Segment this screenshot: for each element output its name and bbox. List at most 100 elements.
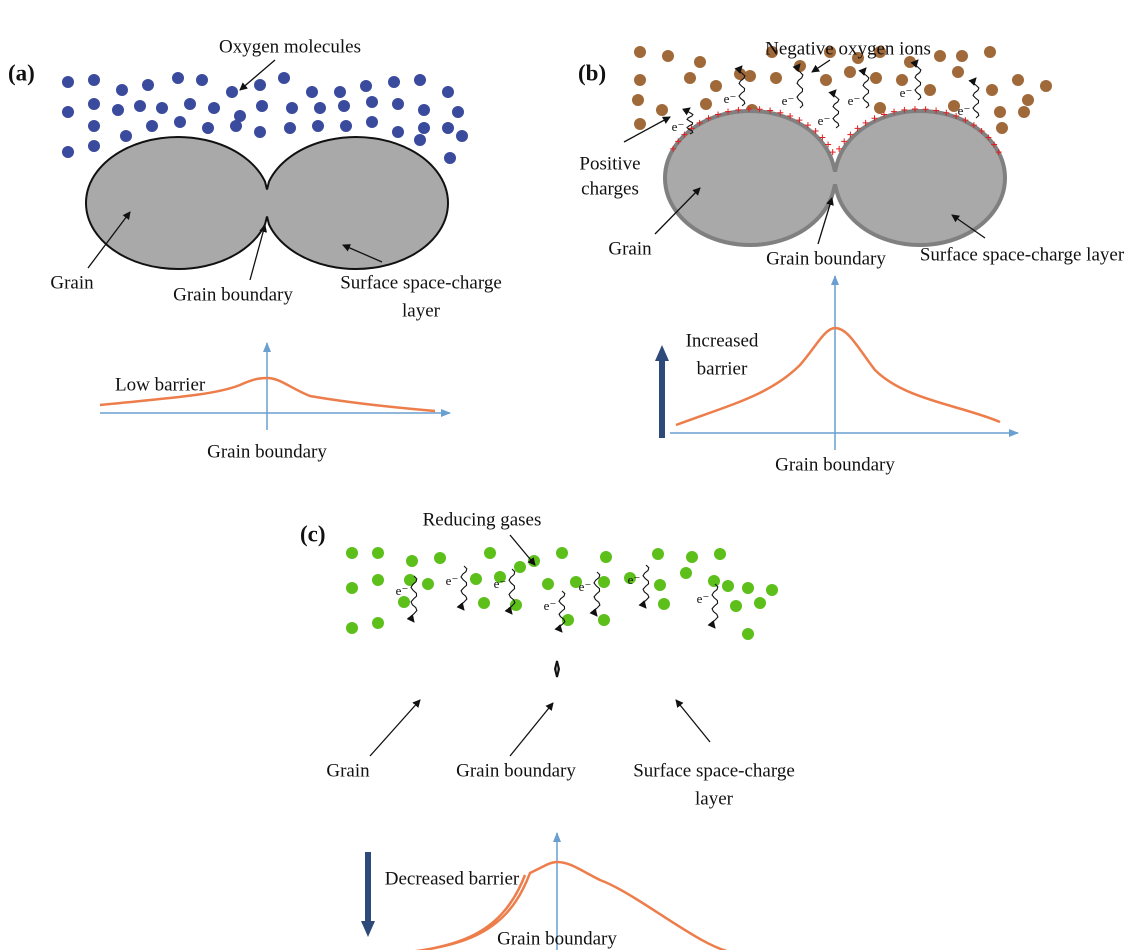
grain-label: Grain	[326, 760, 370, 781]
electron-label: e⁻	[782, 93, 795, 108]
barrier-label: Decreased barrier	[385, 868, 520, 889]
gas-molecule	[984, 46, 996, 58]
gas-molecule	[700, 98, 712, 110]
gas-molecule	[184, 98, 196, 110]
gas-molecule	[744, 70, 756, 82]
barrier-change-head	[655, 345, 669, 361]
gas-molecule	[600, 551, 612, 563]
electron-path	[863, 68, 869, 108]
gas-molecule	[116, 84, 128, 96]
gas-molecule	[870, 72, 882, 84]
gas-molecule	[722, 580, 734, 592]
gas-molecule	[794, 60, 806, 72]
axis-label: Grain boundary	[497, 928, 617, 949]
gas-molecule	[62, 106, 74, 118]
gas-molecule	[88, 140, 100, 152]
gas-molecule	[986, 84, 998, 96]
boundary-label: Grain boundary	[766, 248, 886, 269]
panel-label: (a)	[8, 60, 35, 85]
gas-molecule	[418, 104, 430, 116]
gas-molecule	[694, 56, 706, 68]
gas-molecule	[392, 126, 404, 138]
gas-molecule	[172, 72, 184, 84]
gas-molecule	[388, 76, 400, 88]
electron-label: e⁻	[628, 572, 641, 587]
pointer-arrow	[624, 117, 670, 142]
gas-molecule	[470, 573, 482, 585]
barrier-change-head	[361, 921, 375, 937]
electron-label: e⁻	[697, 591, 710, 606]
electron-label: e⁻	[579, 579, 592, 594]
gas-molecule	[134, 100, 146, 112]
gas-molecule	[406, 555, 418, 567]
gas-molecule	[156, 102, 168, 114]
gas-molecule	[598, 576, 610, 588]
gas-molecule	[142, 79, 154, 91]
gas-molecule	[392, 98, 404, 110]
gas-molecule	[434, 552, 446, 564]
gas-molecule	[742, 628, 754, 640]
layer-label: Surface space-charge	[633, 760, 795, 781]
charge-label: Positive	[579, 153, 640, 174]
gas-molecule	[844, 66, 856, 78]
pointer-arrow	[676, 700, 710, 742]
gas-molecule	[714, 548, 726, 560]
gas-molecule	[952, 66, 964, 78]
gas-molecule	[202, 122, 214, 134]
panel-label: (c)	[300, 521, 326, 546]
gas-molecule	[1040, 80, 1052, 92]
gas-molecule	[766, 584, 778, 596]
gas-molecule	[478, 597, 490, 609]
gas-molecule	[680, 567, 692, 579]
gas-molecule	[634, 46, 646, 58]
gas-molecule	[1022, 94, 1034, 106]
gas-molecule	[528, 555, 540, 567]
gas-molecule	[442, 122, 454, 134]
gas-molecule	[634, 74, 646, 86]
gas-molecule	[686, 551, 698, 563]
gas-molecule	[120, 130, 132, 142]
layer-label: layer	[695, 788, 734, 809]
axis-label: Grain boundary	[775, 454, 895, 475]
gas-label: Reducing gases	[423, 509, 542, 530]
gas-molecule	[346, 547, 358, 559]
gas-molecule	[442, 86, 454, 98]
gas-molecule	[174, 116, 186, 128]
gas-molecule	[306, 86, 318, 98]
gas-molecule	[1012, 74, 1024, 86]
gas-molecule	[484, 547, 496, 559]
pointer-arrow	[510, 535, 535, 565]
gas-molecule	[334, 86, 346, 98]
gas-molecule	[372, 547, 384, 559]
gas-molecule	[284, 122, 296, 134]
gas-molecule	[418, 122, 430, 134]
gas-molecule	[366, 96, 378, 108]
grain	[665, 111, 1005, 245]
gas-molecule	[312, 120, 324, 132]
gas-molecule	[346, 582, 358, 594]
electron-path	[833, 90, 839, 128]
gas-molecule	[514, 561, 526, 573]
electron-label: e⁻	[494, 576, 507, 591]
gas-molecule	[542, 578, 554, 590]
gas-molecule	[256, 100, 268, 112]
electron-label: e⁻	[672, 119, 685, 134]
gas-molecule	[754, 597, 766, 609]
gas-molecule	[710, 80, 722, 92]
axis-label: Grain boundary	[207, 441, 327, 462]
boundary-label: Grain boundary	[173, 284, 293, 305]
electron-path	[712, 584, 718, 628]
boundary-label: Grain boundary	[456, 760, 576, 781]
gas-molecule	[654, 579, 666, 591]
gas-molecule	[634, 118, 646, 130]
gas-molecule	[652, 548, 664, 560]
barrier-label: barrier	[697, 358, 748, 379]
electron-label: e⁻	[544, 598, 557, 613]
gas-molecule	[254, 79, 266, 91]
layer-label: Surface space-charge	[340, 272, 502, 293]
pointer-arrow	[510, 703, 553, 756]
electron-path	[915, 60, 921, 100]
gas-molecule	[346, 622, 358, 634]
gas-molecule	[742, 582, 754, 594]
electron-label: e⁻	[396, 583, 409, 598]
